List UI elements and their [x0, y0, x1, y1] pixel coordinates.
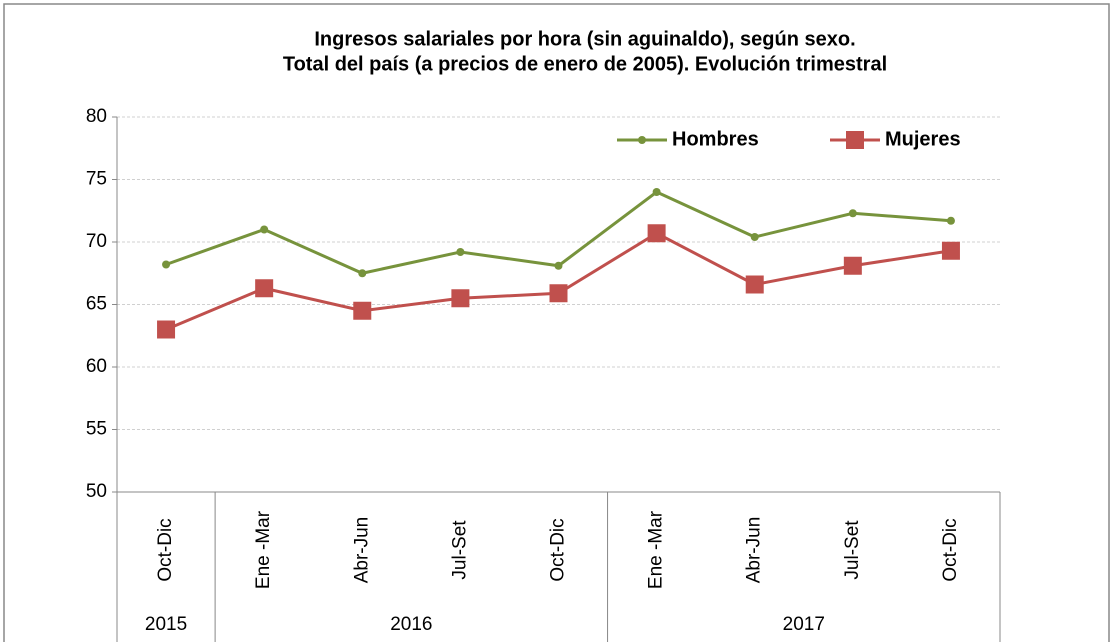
data-point	[848, 209, 857, 218]
x-tick-label: Oct-Dic	[940, 518, 961, 581]
y-tick-label: 50	[86, 481, 107, 502]
data-point	[941, 241, 960, 260]
x-tick-label: Ene -Mar	[253, 510, 274, 589]
y-tick-label: 55	[86, 419, 107, 440]
data-point	[451, 289, 470, 308]
data-point	[157, 320, 176, 339]
x-tick-label: Oct-Dic	[548, 518, 569, 581]
data-point	[843, 256, 862, 275]
legend-marker	[846, 131, 864, 149]
data-point	[549, 284, 568, 303]
year-label: 2016	[390, 614, 432, 635]
y-tick-label: 80	[86, 106, 107, 127]
data-point	[353, 301, 372, 320]
legend-label: Mujeres	[885, 128, 961, 150]
data-point	[456, 248, 465, 256]
data-point	[255, 279, 274, 298]
x-tick-label: Abr-Jun	[351, 517, 372, 584]
data-point	[652, 188, 661, 196]
x-tick-label: Ene -Mar	[646, 510, 667, 589]
data-point	[162, 260, 171, 269]
legend-label: Hombres	[672, 128, 759, 150]
data-point	[946, 216, 955, 225]
year-label: 2015	[145, 614, 187, 635]
x-tick-label: Oct-Dic	[155, 518, 176, 581]
data-point	[260, 225, 269, 234]
data-point	[745, 275, 764, 294]
x-tick-label: Jul-Set	[449, 520, 470, 580]
legend-marker	[638, 136, 646, 144]
chart-title: Ingresos salariales por hora (sin aguina…	[314, 28, 855, 50]
data-point	[358, 269, 367, 278]
chart-title: Total del país (a precios de enero de 20…	[283, 53, 887, 75]
y-tick-label: 65	[86, 294, 107, 315]
y-tick-label: 75	[86, 169, 107, 190]
y-tick-label: 70	[86, 231, 107, 252]
year-label: 2017	[783, 614, 825, 635]
data-point	[750, 233, 759, 241]
data-point	[554, 261, 563, 270]
x-tick-label: Abr-Jun	[744, 517, 765, 584]
x-tick-label: Jul-Set	[842, 520, 863, 580]
chart-frame	[3, 3, 1110, 642]
y-tick-label: 60	[86, 356, 107, 377]
data-point	[647, 224, 666, 243]
